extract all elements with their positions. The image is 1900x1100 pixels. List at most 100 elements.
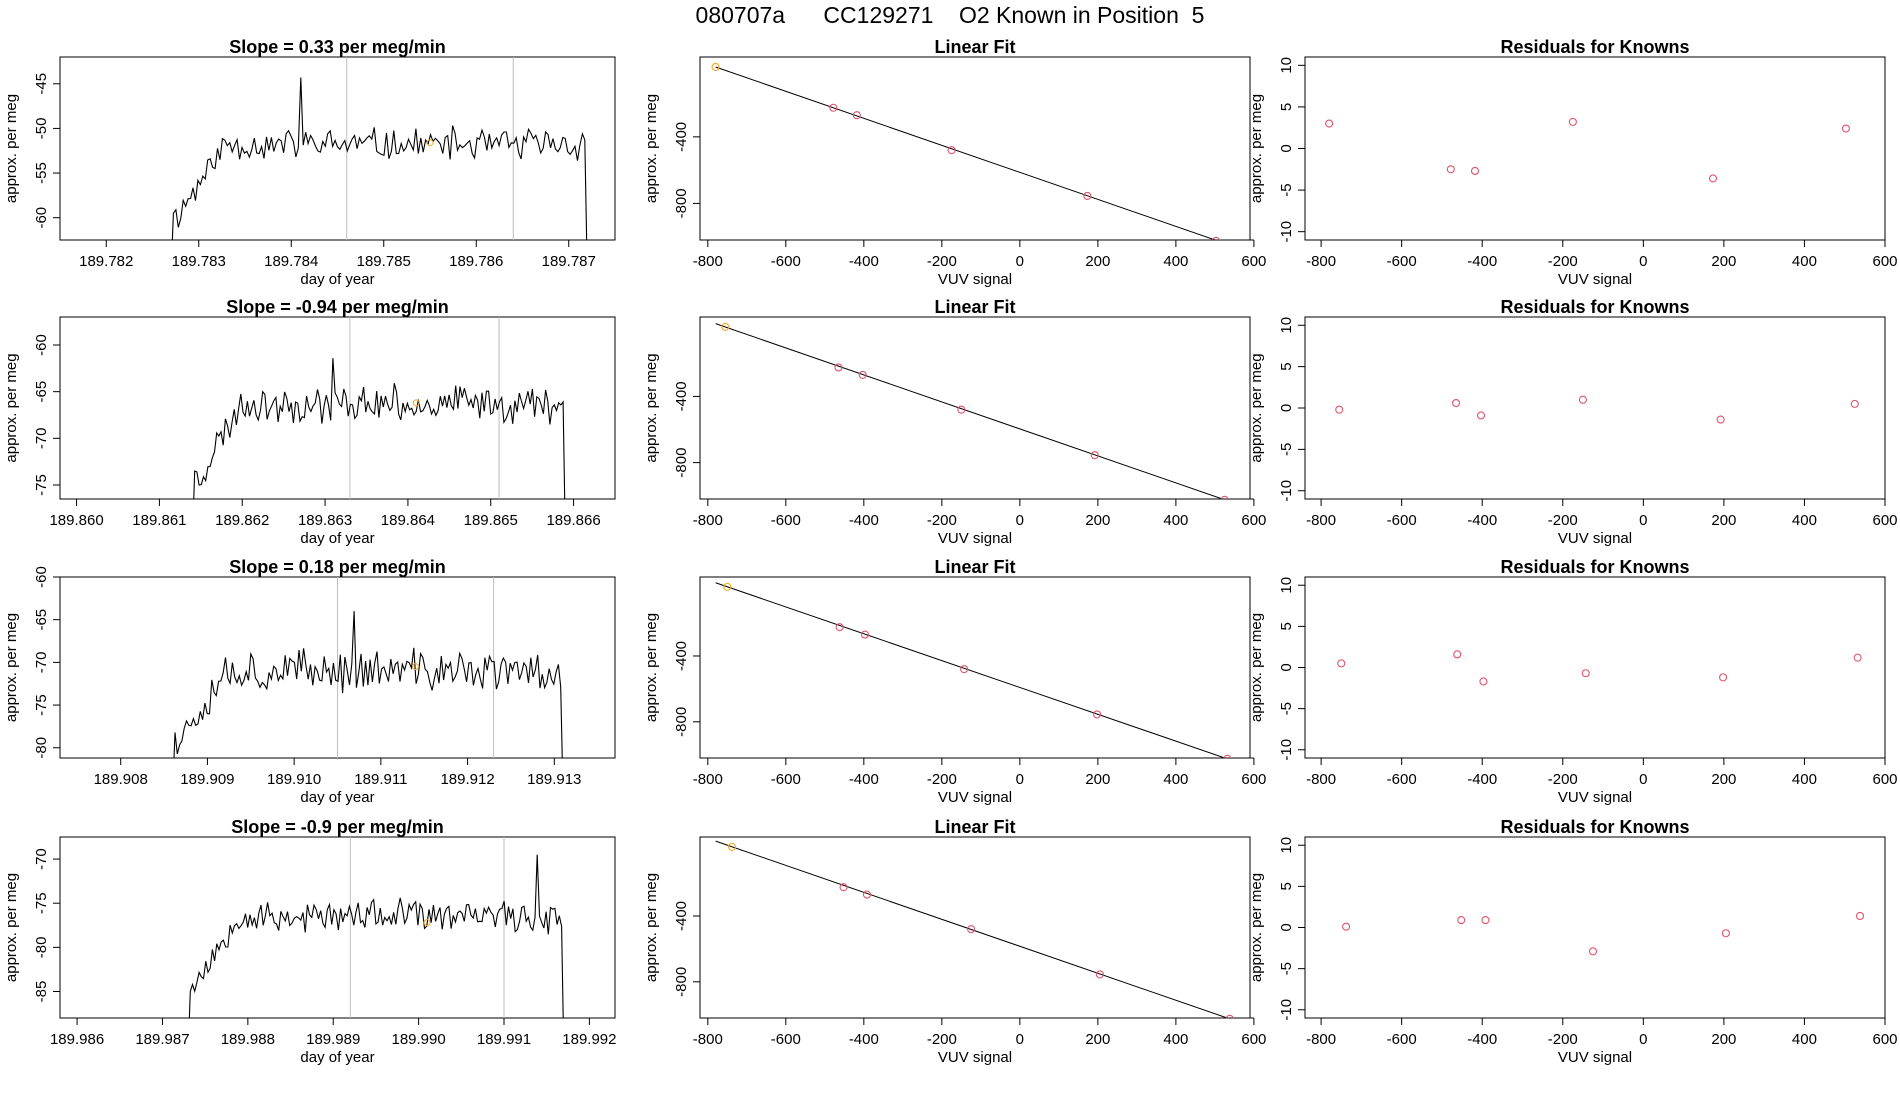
chart-linearfit-r1-ylabel: approx. per meg <box>643 94 660 203</box>
chart-linearfit-r4-ytick-label: -800 <box>673 967 690 997</box>
chart-residuals-r3-residual-point <box>1581 669 1590 678</box>
chart-timeseries-r4-ytick-label: -75 <box>33 892 50 914</box>
chart-linearfit-r3-xtick-label: 0 <box>1016 771 1024 788</box>
chart-linearfit-r4-xtick-label: -800 <box>693 1031 723 1048</box>
chart-residuals-r4-residual-point <box>1342 922 1351 931</box>
chart-timeseries-r2-xtick-label: 189.863 <box>298 512 352 529</box>
chart-linearfit-r3-frame <box>699 576 1251 759</box>
chart-linearfit-r4-ytick-label: -400 <box>673 901 690 931</box>
chart-residuals-r1-ytick-label: -10 <box>1278 221 1295 243</box>
chart-residuals-r2-xtick-label: 600 <box>1872 512 1897 529</box>
chart-linearfit-r2-point <box>1090 451 1099 460</box>
chart-linearfit-r2-title: Linear Fit <box>934 297 1015 317</box>
chart-residuals-r1-residual-point <box>1325 119 1334 128</box>
chart-residuals-r3-residual-point <box>1453 650 1462 659</box>
chart-residuals-r3-xtick-label: 600 <box>1872 771 1897 788</box>
chart-linearfit-r4-plot-area <box>715 840 1234 1018</box>
chart-residuals-r4-ytick-label: 5 <box>1278 882 1295 890</box>
chart-linearfit-r4-ylabel: approx. per meg <box>643 873 660 982</box>
chart-residuals-r4-ytick-label: 10 <box>1278 837 1295 854</box>
chart-timeseries-r3-xtick-label: 189.912 <box>440 771 494 788</box>
chart-linearfit-r1-ytick-label: -400 <box>673 122 690 152</box>
chart-residuals-r3-residual-point <box>1853 653 1862 662</box>
chart-linearfit-r4-xtick-label: -600 <box>771 1031 801 1048</box>
chart-linearfit-r4-point <box>1095 970 1104 979</box>
chart-residuals-r3-title: Residuals for Knowns <box>1500 557 1689 577</box>
chart-linearfit-r4-point <box>967 925 976 934</box>
chart-timeseries-r1-plot-area <box>171 57 588 240</box>
chart-linearfit-r4-xtick-label: -200 <box>927 1031 957 1048</box>
chart-linearfit-r4-point <box>1225 1014 1234 1018</box>
chart-residuals-r1-residual-point <box>1841 124 1850 133</box>
chart-residuals-r4-xtick-label: -200 <box>1548 1031 1578 1048</box>
chart-timeseries-r2-xtick-label: 189.861 <box>132 512 186 529</box>
chart-residuals-r2-title: Residuals for Knowns <box>1500 297 1689 317</box>
chart-residuals-r3-ytick-label: -5 <box>1278 702 1295 715</box>
chart-timeseries-r3-series-line <box>173 611 563 758</box>
chart-residuals-r3-ytick-label: 0 <box>1278 663 1295 671</box>
chart-linearfit-r1-point <box>711 62 720 72</box>
chart-linearfit-r1-point <box>947 146 956 155</box>
chart-linearfit-r3-xtick-label: -800 <box>693 771 723 788</box>
chart-residuals-r2-ytick-label: -10 <box>1278 480 1295 502</box>
chart-linearfit-r1-point <box>1212 236 1221 240</box>
chart-residuals-r4-residual-point <box>1588 947 1598 956</box>
chart-residuals-r4-plot-area <box>1342 911 1865 956</box>
chart-residuals-r4-residual-point <box>1855 911 1865 921</box>
chart-linearfit-r2-xtick-label: 400 <box>1163 512 1188 529</box>
chart-timeseries-r2-xtick-label: 189.864 <box>381 512 435 529</box>
chart-linearfit-r4-xtick-label: 200 <box>1085 1031 1110 1048</box>
chart-linearfit-r4-xtick-label: 0 <box>1016 1031 1024 1048</box>
chart-linearfit-r4-xtick-label: -400 <box>849 1031 879 1048</box>
chart-residuals-r1-frame <box>1304 56 1886 241</box>
chart-linearfit-r2-xtick-label: -800 <box>693 512 723 529</box>
chart-timeseries-r4-xtick-label: 189.988 <box>221 1031 275 1048</box>
chart-linearfit-r2-point <box>858 370 867 379</box>
chart-residuals-r3-residual-point <box>1719 673 1728 682</box>
chart-timeseries-r4-mean-marker <box>423 919 431 927</box>
chart-timeseries-r3-xtick-label: 189.908 <box>94 771 148 788</box>
chart-timeseries-r2-ytick-label: -60 <box>33 334 50 356</box>
chart-timeseries-r4-xtick-label: 189.992 <box>562 1031 616 1048</box>
chart-linearfit-r3-point <box>1093 710 1102 719</box>
chart-residuals-r4-ytick-label: -5 <box>1278 962 1295 975</box>
chart-residuals-r2-xtick-label: -800 <box>1306 512 1336 529</box>
chart-timeseries-r3-xlabel: day of year <box>300 789 374 806</box>
chart-residuals-r3-xlabel: VUV signal <box>1558 789 1632 806</box>
chart-timeseries-r4-xtick-label: 189.986 <box>50 1031 104 1048</box>
chart-residuals-r4-xtick-label: -800 <box>1306 1031 1336 1048</box>
chart-residuals-r4-residual-point <box>1481 916 1490 925</box>
chart-timeseries-r4-xtick-label: 189.991 <box>477 1031 531 1048</box>
chart-timeseries-r4-title: Slope = -0.9 per meg/min <box>231 817 444 837</box>
chart-residuals-r4-frame <box>1304 836 1886 1019</box>
chart-linearfit-r3-ytick-label: -400 <box>673 641 690 671</box>
page-title: 080707a CC129271 O2 Known in Position 5 <box>695 2 1205 28</box>
chart-residuals-r3-xtick-label: 0 <box>1639 771 1647 788</box>
chart-residuals-r2-ytick-label: 10 <box>1278 317 1295 334</box>
chart-linearfit-r3-xtick-label: -200 <box>927 771 957 788</box>
chart-residuals-r2-ytick-label: 0 <box>1278 404 1295 412</box>
chart-timeseries-r4-plot-area <box>188 837 564 1018</box>
chart-timeseries-r2-mean-marker <box>412 399 420 407</box>
chart-timeseries-r4-ytick-label: -85 <box>33 981 50 1003</box>
chart-timeseries-r1-ytick-label: -45 <box>33 73 50 95</box>
chart-timeseries-r2-xtick-label: 189.860 <box>49 512 103 529</box>
chart-timeseries-r2-plot-area <box>193 317 566 499</box>
chart-residuals-r1-xtick-label: -400 <box>1467 253 1497 270</box>
chart-timeseries-r3-plot-area <box>173 577 563 758</box>
chart-linearfit-r2-point <box>721 322 730 331</box>
chart-timeseries-r2-title: Slope = -0.94 per meg/min <box>226 297 449 317</box>
chart-linearfit-r2-xtick-label: 200 <box>1085 512 1110 529</box>
chart-linearfit-r2-xtick-label: 0 <box>1016 512 1024 529</box>
chart-linearfit-r1-frame <box>699 56 1251 241</box>
chart-residuals-r4-residual-point <box>1457 916 1466 925</box>
chart-residuals-r4-xlabel: VUV signal <box>1558 1049 1632 1066</box>
chart-linearfit-r4-title: Linear Fit <box>934 817 1015 837</box>
chart-linearfit-r1-point <box>829 103 838 112</box>
chart-residuals-r3-ytick-label: -10 <box>1278 739 1295 761</box>
chart-linearfit-r1-plot-area <box>711 62 1221 240</box>
chart-linearfit-r1-xtick-label: 400 <box>1163 253 1188 270</box>
chart-timeseries-r4-xtick-label: 189.989 <box>306 1031 360 1048</box>
chart-linearfit-r1-xtick-label: -200 <box>927 253 957 270</box>
chart-timeseries-r4-ytick-label: -80 <box>33 937 50 959</box>
